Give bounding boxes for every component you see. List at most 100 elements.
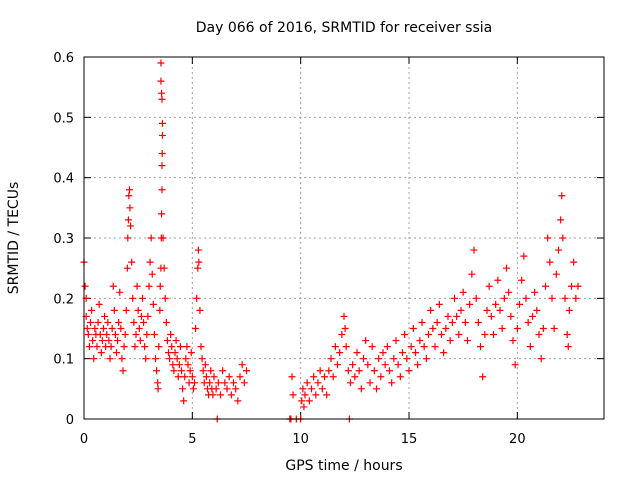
data-point [300, 403, 308, 411]
data-point [145, 282, 153, 290]
data-point [210, 373, 218, 381]
data-point [192, 325, 200, 332]
data-point [558, 192, 566, 200]
data-point [505, 288, 513, 296]
data-point [230, 379, 237, 387]
data-point [364, 361, 372, 369]
data-point [153, 367, 161, 375]
data-point [101, 312, 109, 320]
data-point [221, 379, 229, 387]
data-point [312, 391, 320, 399]
data-point [440, 349, 448, 357]
data-point [392, 337, 400, 345]
data-point [183, 343, 191, 351]
data-point [214, 379, 222, 387]
data-point [405, 367, 413, 375]
data-point [121, 331, 129, 339]
data-point [401, 331, 409, 339]
data-point [196, 306, 204, 314]
data-point [433, 318, 441, 326]
data-point [353, 349, 361, 357]
data-point [529, 312, 536, 320]
data-point [97, 349, 105, 357]
data-point [116, 288, 124, 296]
data-point [331, 343, 339, 351]
data-point [105, 337, 113, 345]
data-point [427, 306, 435, 314]
data-point [154, 379, 162, 387]
data-point [157, 77, 165, 85]
data-point [539, 325, 547, 332]
data-point [125, 192, 133, 200]
data-point [368, 343, 376, 351]
data-point [524, 318, 532, 326]
data-point [193, 294, 201, 302]
data-point [570, 258, 578, 266]
data-point [212, 385, 220, 393]
data-point [156, 306, 164, 314]
data-point [355, 367, 363, 375]
data-point [118, 355, 126, 363]
data-point [187, 349, 195, 357]
data-point [438, 331, 445, 339]
data-point [479, 373, 487, 381]
data-point [531, 288, 539, 296]
data-point [132, 331, 140, 339]
data-point [188, 373, 196, 381]
data-point [496, 306, 504, 314]
data-point [197, 343, 205, 351]
data-point [373, 385, 380, 393]
data-point [314, 379, 322, 387]
data-point [377, 373, 385, 381]
data-point [110, 306, 118, 314]
data-point [403, 355, 411, 363]
data-point [89, 337, 97, 345]
data-point [344, 367, 352, 375]
data-point [189, 385, 197, 393]
data-point [483, 306, 491, 314]
data-point [209, 391, 217, 399]
data-point [537, 355, 545, 363]
data-point [232, 385, 240, 393]
data-point [219, 367, 227, 375]
data-point [468, 270, 476, 278]
data-point [429, 325, 437, 332]
data-point [492, 300, 500, 308]
data-point [360, 355, 367, 363]
data-point [113, 349, 120, 357]
data-point [186, 367, 194, 375]
data-point [115, 318, 123, 326]
data-point [148, 270, 156, 278]
data-point [379, 349, 387, 357]
data-point [150, 331, 158, 339]
data-point [120, 343, 128, 351]
data-point [107, 343, 115, 351]
data-point [87, 318, 94, 326]
x-tick-label: 15 [401, 432, 418, 447]
data-point [126, 204, 134, 212]
data-point [141, 343, 149, 351]
data-points [80, 59, 582, 423]
data-point [477, 343, 484, 351]
data-point [323, 391, 331, 399]
data-point [498, 325, 506, 332]
data-point [407, 343, 415, 351]
data-point [561, 294, 569, 302]
data-point [119, 367, 127, 375]
data-point [542, 282, 549, 290]
data-point [84, 331, 92, 339]
data-point [500, 294, 508, 302]
data-point [329, 373, 337, 381]
data-point [563, 331, 571, 339]
data-point [155, 343, 163, 351]
data-point [227, 391, 235, 399]
data-point [451, 294, 458, 302]
y-tick-label: 0.1 [53, 353, 74, 368]
data-point [394, 361, 402, 369]
data-point [340, 312, 348, 320]
data-point [552, 270, 560, 278]
data-point [158, 162, 166, 170]
data-point [100, 325, 107, 332]
data-point [180, 397, 188, 405]
